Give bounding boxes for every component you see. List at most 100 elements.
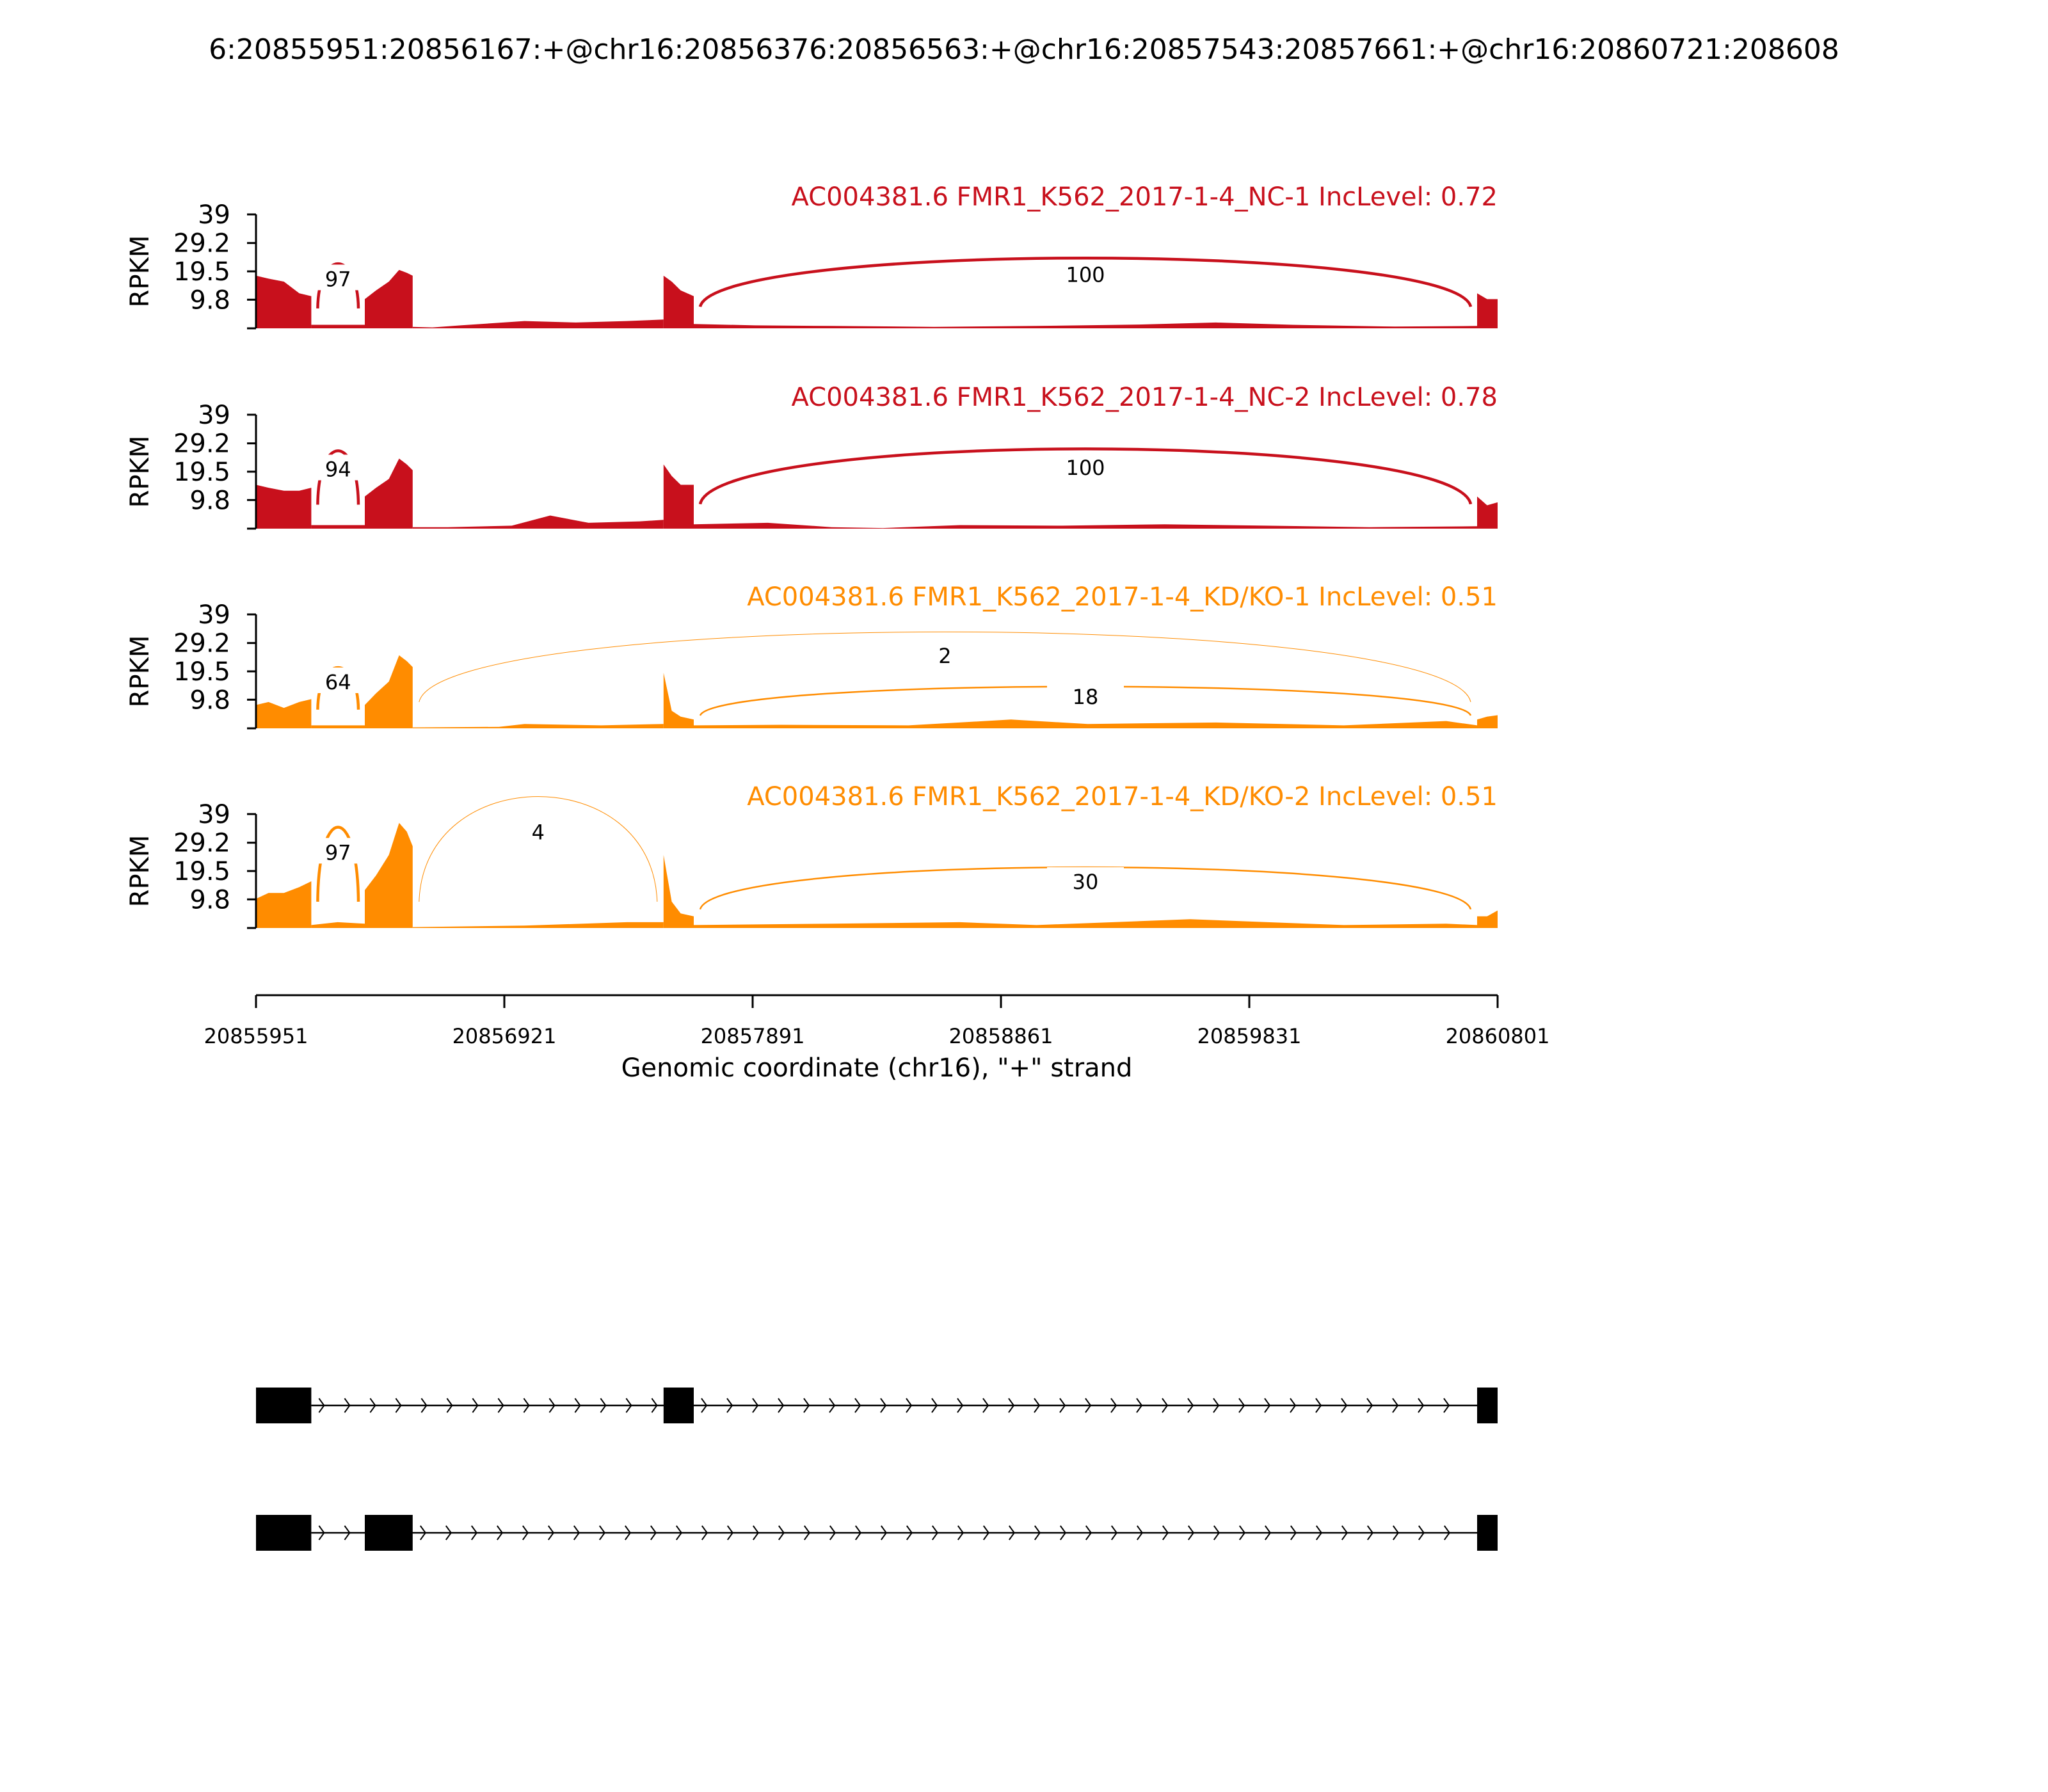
y-tick-label: 39 — [198, 600, 230, 630]
intron-coverage-area-5 — [311, 922, 365, 928]
x-axis: 20855951 20856921 20857891 20858861 20859831… — [204, 994, 1550, 1048]
exon-coverage-area-3 — [663, 464, 694, 529]
strand-arrow — [1110, 1525, 1118, 1540]
y-tick-label: 19.5 — [173, 257, 230, 287]
exon-block — [1477, 1515, 1498, 1551]
junction-count-bg — [1047, 682, 1124, 708]
strand-arrow — [854, 1525, 862, 1540]
y-tick-label: 9.8 — [189, 486, 230, 515]
strand-arrow — [1008, 1398, 1015, 1413]
junction-count-bg — [300, 264, 377, 291]
junction-count-bg — [499, 817, 577, 844]
strand-arrow — [523, 1398, 530, 1413]
strand-arrow — [778, 1525, 785, 1540]
strand-arrow — [651, 1398, 658, 1413]
coverage-panel-2: 9.819.529.239 RPKM AC004381.6 FMR1_K562_20… — [125, 383, 1498, 530]
strand-arrow — [522, 1525, 529, 1540]
intron-coverage-area-6 — [412, 515, 664, 529]
exon-coverage-area-2 — [365, 822, 413, 928]
strand-arrow — [778, 1398, 785, 1413]
intron-coverage-area-5 — [311, 725, 365, 728]
strand-arrow — [445, 1525, 452, 1540]
strand-arrow — [854, 1398, 861, 1413]
strand-arrow — [598, 1525, 606, 1540]
intron-coverage-area-7 — [694, 522, 1477, 529]
strand-arrow — [1110, 1398, 1117, 1413]
strand-arrow — [548, 1398, 556, 1413]
exon-coverage-area-1 — [256, 699, 312, 728]
strand-arrow — [344, 1398, 351, 1413]
junction-arc — [419, 796, 658, 902]
strand-arrow — [1162, 1398, 1169, 1413]
strand-arrow — [1264, 1398, 1271, 1413]
strand-arrow — [752, 1525, 760, 1540]
intron-coverage-area-6 — [412, 319, 664, 328]
strand-arrow — [446, 1398, 453, 1413]
strand-arrow — [982, 1525, 990, 1540]
isoform-tracks — [256, 1388, 1498, 1551]
strand-arrow — [1443, 1525, 1451, 1540]
strand-arrow — [1418, 1525, 1425, 1540]
junction-count-bg — [1047, 260, 1124, 286]
y-tick-label: 19.5 — [173, 857, 230, 886]
strand-arrow — [1034, 1398, 1041, 1413]
sample-label: AC004381.6 FMR1_K562_2017-1-4_NC-1 IncLe… — [792, 182, 1498, 212]
strand-arrow — [1290, 1398, 1297, 1413]
y-tick-label: 29.2 — [173, 429, 230, 459]
strand-arrow — [906, 1398, 913, 1413]
strand-arrow — [547, 1525, 555, 1540]
strand-arrow — [726, 1398, 733, 1413]
strand-arrow — [1264, 1525, 1272, 1540]
exon-block — [365, 1515, 413, 1551]
junction-count-bg — [1047, 867, 1124, 893]
strand-arrow — [1315, 1525, 1323, 1540]
strand-arrow — [1162, 1525, 1169, 1540]
junction-count-label: 97 — [325, 840, 351, 865]
strand-arrow — [701, 1525, 708, 1540]
exon-block — [256, 1515, 312, 1551]
exon-coverage-area-3 — [663, 275, 694, 328]
junction-count-bg — [1047, 453, 1124, 479]
intron-coverage-area-6 — [412, 724, 664, 728]
isoform-track-1 — [256, 1388, 1498, 1423]
strand-arrow — [318, 1398, 325, 1413]
strand-arrow — [1059, 1398, 1066, 1413]
strand-arrow — [982, 1398, 989, 1413]
exon-coverage-area-2 — [365, 655, 413, 728]
y-tick-label: 39 — [198, 200, 230, 230]
strand-arrow — [573, 1525, 580, 1540]
strand-arrow — [1366, 1398, 1373, 1413]
strand-arrow — [318, 1525, 325, 1540]
strand-arrow — [497, 1398, 504, 1413]
strand-arrow — [496, 1525, 504, 1540]
strand-arrow — [675, 1525, 683, 1540]
strand-arrow — [574, 1398, 581, 1413]
exon-coverage-area-3 — [663, 854, 694, 928]
strand-arrow — [369, 1398, 376, 1413]
x-tick-label: 20856921 — [452, 1024, 557, 1048]
x-tick-label: 20860801 — [1446, 1024, 1550, 1048]
y-tick-label: 29.2 — [173, 229, 230, 259]
strand-arrow — [1213, 1525, 1220, 1540]
junction-arc — [316, 449, 360, 505]
y-axis-label: RPKM — [125, 436, 155, 508]
exon-coverage-area-4 — [1477, 715, 1498, 728]
strand-arrow — [395, 1398, 402, 1413]
y-tick-label: 39 — [198, 401, 230, 430]
junction-count-label: 18 — [1073, 685, 1099, 709]
intron-coverage-area-7 — [694, 719, 1477, 728]
strand-arrow — [1392, 1398, 1399, 1413]
y-tick-label: 9.8 — [189, 285, 230, 315]
strand-arrow — [1290, 1525, 1297, 1540]
y-axis-label: RPKM — [125, 236, 155, 308]
strand-arrow — [1136, 1525, 1144, 1540]
intron-coverage-area-5 — [311, 324, 365, 328]
strand-arrow — [1213, 1398, 1220, 1413]
strand-arrow — [1008, 1525, 1016, 1540]
coverage-panel-1: 9.819.529.239 RPKM AC004381.6 FMR1_K562_20… — [125, 182, 1498, 330]
strand-arrow — [957, 1398, 964, 1413]
strand-arrow — [1238, 1398, 1245, 1413]
junction-count-bg — [300, 838, 377, 864]
sample-label: AC004381.6 FMR1_K562_2017-1-4_KD/KO-1 In… — [747, 582, 1498, 612]
